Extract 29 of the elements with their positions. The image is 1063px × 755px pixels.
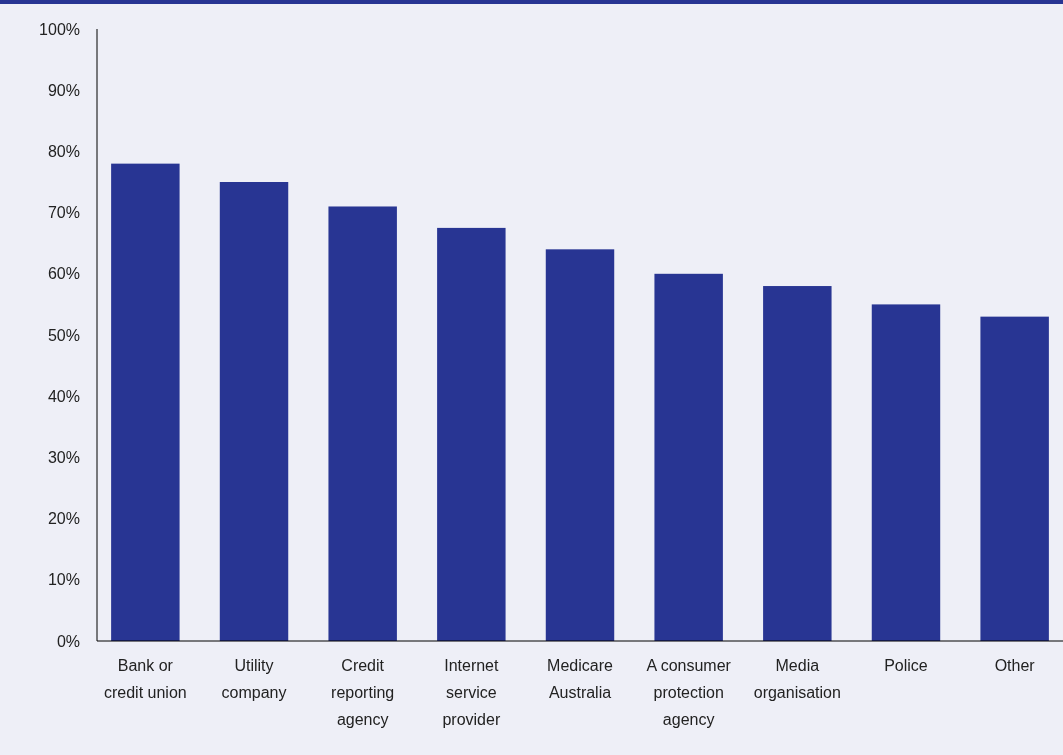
x-tick-label: Medicare Australia [547,657,613,701]
bar [328,206,397,641]
x-tick-label: Other [994,657,1036,674]
bar [111,163,180,641]
bar [980,316,1049,641]
y-tick-label: 20% [47,510,80,528]
bar [871,304,941,641]
y-tick-label: 50% [47,326,80,344]
y-tick-label: 60% [47,265,80,283]
bar [437,227,506,641]
y-tick-label: 100% [39,20,80,38]
bar [763,286,832,641]
y-tick-label: 90% [47,81,80,99]
bar [654,273,723,641]
y-tick-label: 70% [47,204,80,222]
y-tick-label: 0% [56,632,80,650]
bar [219,182,289,641]
x-tick-label: Bank or credit union [103,657,187,701]
x-tick-label: Utility company [221,657,287,701]
y-tick-label: 30% [47,449,80,466]
x-tick-label: Credit reporting agency [331,657,395,728]
y-tick-label: 80% [47,143,80,160]
bar [545,249,615,641]
x-tick-label: A consumer protection agency [646,657,732,728]
x-tick-label: Media organisation [753,657,841,701]
x-tick-label: Internet service provider [442,657,501,728]
y-tick-label: 10% [47,571,80,589]
x-tick-label: Police [884,657,928,674]
y-tick-label: 40% [47,387,80,405]
